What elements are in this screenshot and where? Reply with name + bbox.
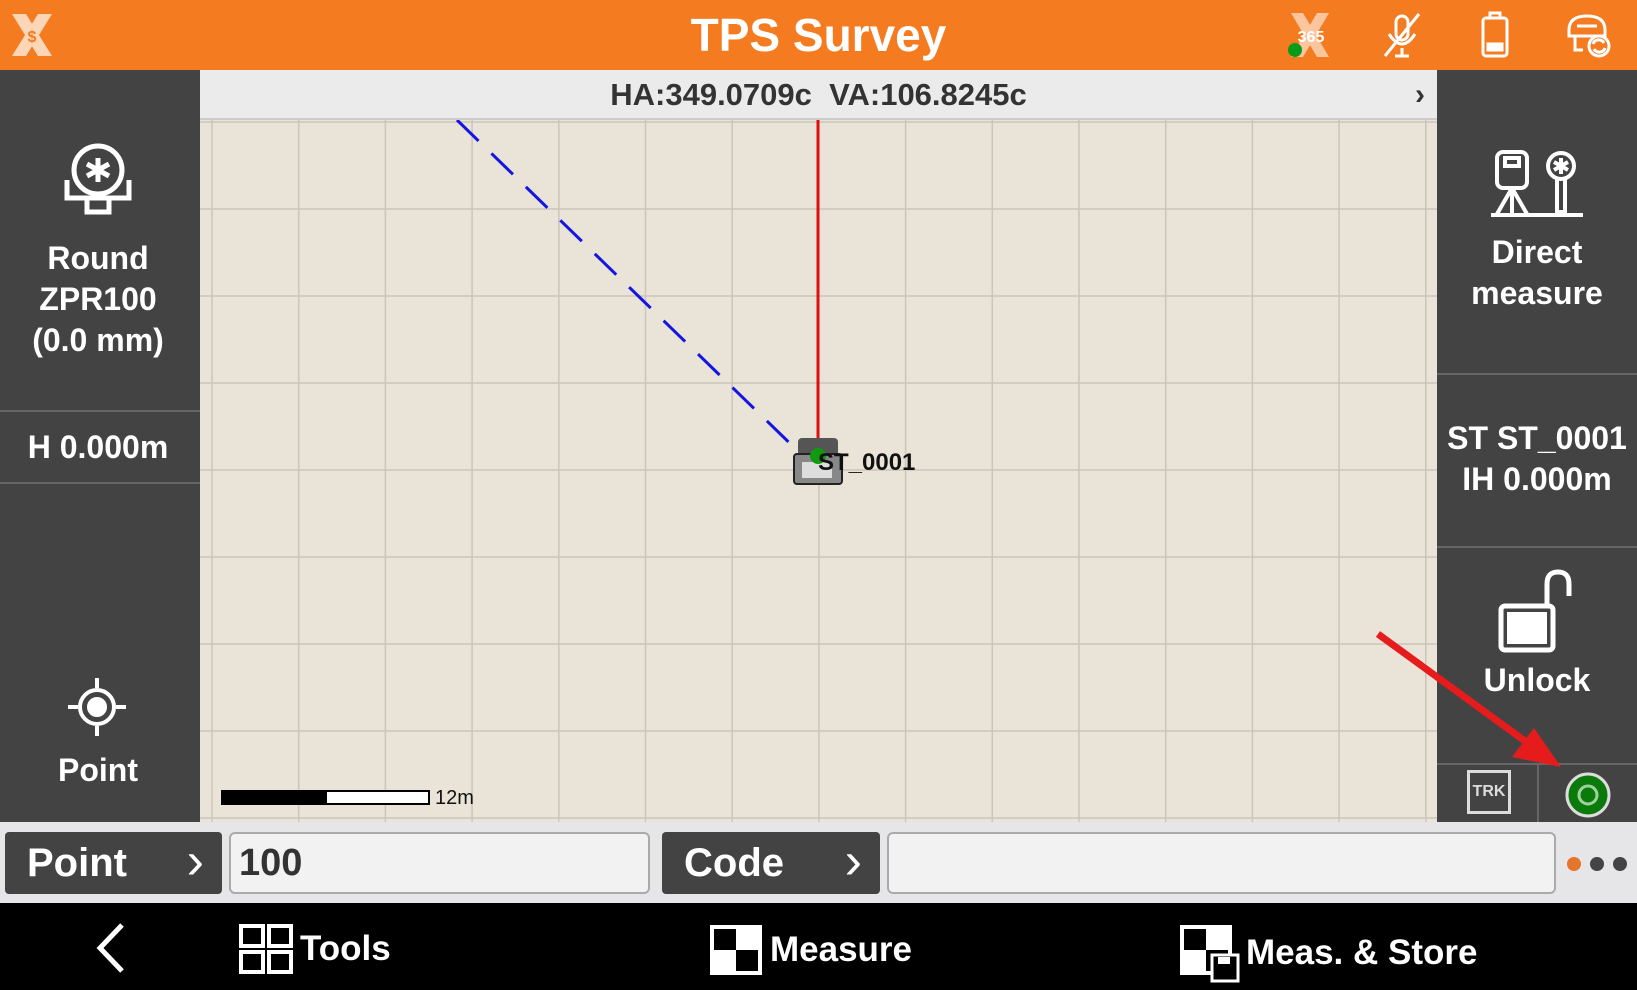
point-button-label: Point: [27, 841, 127, 885]
svg-text:$: $: [28, 29, 37, 46]
divider: [1437, 546, 1637, 548]
chevron-right-icon: ›: [844, 832, 862, 890]
crosshair-point-icon: [68, 678, 126, 736]
chevron-right-icon: ›: [186, 832, 204, 890]
prism-type: Round: [47, 240, 149, 276]
page-dot[interactable]: [1613, 857, 1627, 871]
measure-label: Measure: [770, 930, 913, 969]
target-height-button[interactable]: H 0.000m: [27, 429, 169, 465]
page-dot[interactable]: [1590, 857, 1604, 871]
page-dot-active[interactable]: [1567, 857, 1581, 871]
target-status-icon[interactable]: [1565, 772, 1611, 818]
measure-icon: [710, 925, 762, 975]
point-mode-button[interactable]: Point: [0, 484, 200, 822]
map-view[interactable]: ST_0001 12m: [200, 70, 1437, 822]
input-row: Point › 100 Code ›: [0, 822, 1637, 903]
divider: [1437, 373, 1637, 375]
station-label: ST_0001: [818, 449, 915, 476]
scale-bar: [221, 790, 430, 805]
meas-store-label: Meas. & Store: [1246, 933, 1478, 972]
back-icon[interactable]: [92, 921, 128, 975]
tools-icon: [239, 924, 293, 974]
divider: [1537, 765, 1539, 822]
app-logo-icon[interactable]: $: [8, 10, 56, 60]
prism-model: ZPR100: [39, 281, 157, 317]
instrument-connect-icon[interactable]: [1563, 10, 1613, 60]
map-canvas[interactable]: ST_0001 12m: [200, 70, 1437, 822]
direct-label: Direct: [1491, 234, 1583, 270]
point-name-button[interactable]: Point ›: [5, 832, 222, 894]
x365-status-icon[interactable]: 365: [1285, 10, 1335, 60]
direct-measure-button[interactable]: Direct measure: [1437, 70, 1637, 373]
station-name: ST ST_0001: [1447, 420, 1627, 456]
station-icon[interactable]: [793, 438, 843, 485]
trk-button[interactable]: TRK: [1467, 770, 1511, 814]
point-mode-label: Point: [58, 752, 138, 788]
angle-values: HA:349.0709c VA:106.8245c: [610, 77, 1027, 112]
measure-store-icon: [1180, 925, 1240, 983]
svg-text:365: 365: [1298, 29, 1325, 46]
measure-label: measure: [1471, 275, 1603, 311]
unlock-label: Unlock: [1483, 662, 1591, 698]
right-panel: Direct measure ST ST_0001 IH 0.000m Unlock…: [1437, 70, 1637, 822]
total-station-prism-icon: [1491, 150, 1583, 217]
battery-icon: [1481, 11, 1509, 58]
prism-icon: [64, 143, 132, 215]
unlock-button[interactable]: Unlock: [1437, 548, 1637, 763]
instrument-height: IH 0.000m: [1462, 461, 1612, 497]
measure-store-button[interactable]: Meas. & Store: [1178, 923, 1477, 983]
code-button[interactable]: Code ›: [662, 832, 880, 894]
angle-readout[interactable]: HA:349.0709c VA:106.8245c ›: [200, 70, 1437, 120]
tools-label: Tools: [300, 929, 391, 968]
divider: [0, 410, 200, 412]
scale-label: 12m: [435, 787, 474, 809]
top-bar: $ TPS Survey 365: [0, 0, 1637, 70]
bottom-nav: Tools Measure Meas. & Store: [0, 903, 1637, 990]
divider: [0, 482, 200, 484]
point-name-input[interactable]: 100: [229, 832, 650, 894]
code-button-label: Code: [684, 841, 784, 885]
page-title: TPS Survey: [690, 9, 947, 61]
sight-direction-line: [455, 118, 806, 459]
measure-button[interactable]: Measure: [708, 923, 912, 977]
unlock-icon: [1498, 569, 1572, 653]
code-input[interactable]: [887, 832, 1556, 894]
tools-button[interactable]: Tools: [238, 923, 391, 975]
station-info-button[interactable]: ST ST_0001 IH 0.000m: [1437, 418, 1637, 500]
prism-constant: (0.0 mm): [32, 322, 164, 358]
mic-muted-icon[interactable]: [1377, 10, 1427, 60]
left-panel: Round ZPR100 (0.0 mm) H 0.000m Point: [0, 70, 200, 822]
prism-button[interactable]: Round ZPR100 (0.0 mm): [0, 70, 200, 410]
chevron-right-icon[interactable]: ›: [1415, 78, 1425, 111]
